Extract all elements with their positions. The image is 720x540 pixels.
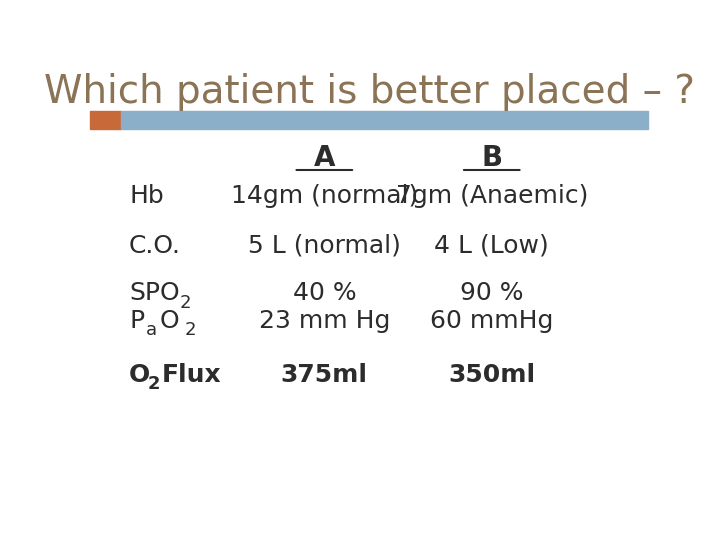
Bar <box>121 111 648 129</box>
Text: 4 L (Low): 4 L (Low) <box>434 234 549 258</box>
Text: a: a <box>145 321 157 339</box>
Text: 7gm (Anaemic): 7gm (Anaemic) <box>395 184 588 208</box>
Text: Flux: Flux <box>161 362 221 387</box>
Text: O: O <box>129 362 150 387</box>
Text: 23 mm Hg: 23 mm Hg <box>258 308 390 333</box>
Text: Hb: Hb <box>129 184 164 208</box>
Text: P: P <box>129 308 144 333</box>
Text: 5 L (normal): 5 L (normal) <box>248 234 401 258</box>
Text: O: O <box>160 308 179 333</box>
Text: Which patient is better placed – ?: Which patient is better placed – ? <box>43 73 695 111</box>
Text: 2: 2 <box>179 294 191 312</box>
Text: 90 %: 90 % <box>460 281 523 306</box>
Bar <box>90 111 121 129</box>
Text: 14gm (normal): 14gm (normal) <box>230 184 418 208</box>
Text: C.O.: C.O. <box>129 234 181 258</box>
Text: 2: 2 <box>148 375 160 393</box>
Text: 2: 2 <box>185 321 197 339</box>
Text: 375ml: 375ml <box>281 362 368 387</box>
Text: B: B <box>481 144 503 172</box>
Text: 60 mmHg: 60 mmHg <box>430 308 554 333</box>
Text: 40 %: 40 % <box>292 281 356 306</box>
Text: 350ml: 350ml <box>448 362 536 387</box>
Text: SPO: SPO <box>129 281 180 306</box>
Text: A: A <box>314 144 335 172</box>
